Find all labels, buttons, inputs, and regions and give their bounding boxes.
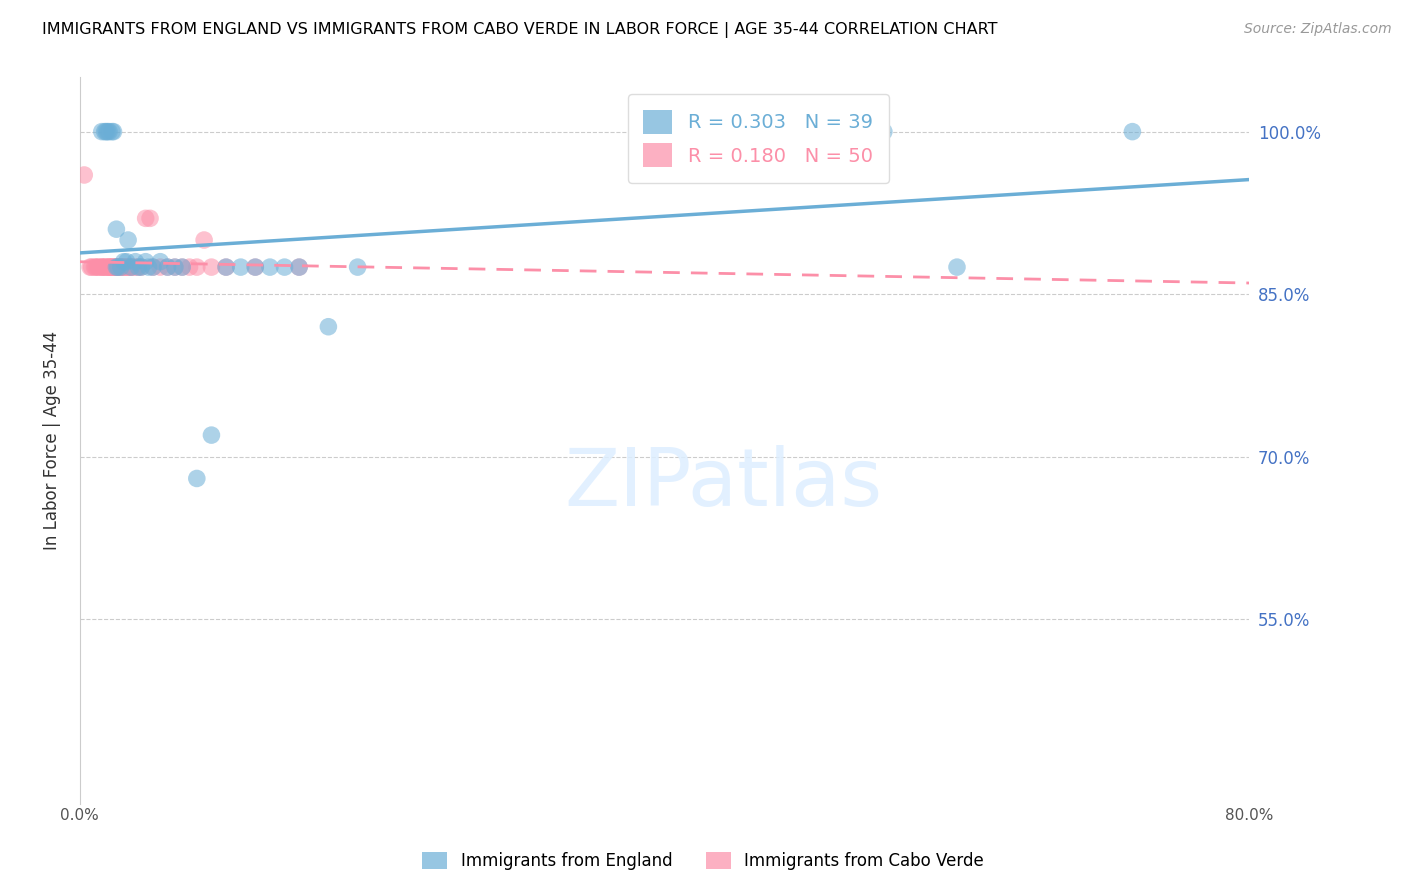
- Point: [101, 125, 124, 139]
- Point: [90, 125, 112, 139]
- Point: [946, 260, 969, 274]
- Point: [1121, 125, 1143, 139]
- Point: [200, 428, 222, 442]
- Point: [121, 260, 143, 274]
- Point: [93, 260, 115, 274]
- Point: [96, 125, 118, 139]
- Point: [120, 260, 142, 274]
- Point: [318, 319, 340, 334]
- Point: [104, 260, 127, 274]
- Point: [163, 260, 186, 274]
- Point: [98, 260, 121, 274]
- Point: [87, 260, 110, 274]
- Point: [215, 260, 238, 274]
- Point: [127, 260, 149, 274]
- Point: [117, 260, 139, 274]
- Point: [120, 260, 142, 274]
- Point: [90, 260, 112, 274]
- Point: [288, 260, 311, 274]
- Point: [138, 260, 160, 274]
- Point: [107, 260, 129, 274]
- Y-axis label: In Labor Force | Age 35-44: In Labor Force | Age 35-44: [44, 331, 60, 550]
- Point: [112, 260, 135, 274]
- Legend: Immigrants from England, Immigrants from Cabo Verde: Immigrants from England, Immigrants from…: [416, 845, 990, 877]
- Point: [186, 471, 208, 485]
- Point: [118, 260, 141, 274]
- Point: [115, 254, 138, 268]
- Point: [98, 125, 121, 139]
- Point: [73, 168, 96, 182]
- Point: [84, 260, 107, 274]
- Point: [873, 125, 896, 139]
- Point: [110, 260, 132, 274]
- Point: [200, 260, 222, 274]
- Text: IMMIGRANTS FROM ENGLAND VS IMMIGRANTS FROM CABO VERDE IN LABOR FORCE | AGE 35-44: IMMIGRANTS FROM ENGLAND VS IMMIGRANTS FR…: [42, 22, 998, 38]
- Point: [105, 260, 128, 274]
- Point: [115, 260, 138, 274]
- Point: [186, 260, 208, 274]
- Point: [346, 260, 368, 274]
- Point: [127, 260, 149, 274]
- Point: [111, 260, 134, 274]
- Point: [79, 260, 101, 274]
- Text: Source: ZipAtlas.com: Source: ZipAtlas.com: [1244, 22, 1392, 37]
- Point: [245, 260, 267, 274]
- Point: [97, 260, 120, 274]
- Point: [139, 211, 162, 226]
- Point: [110, 260, 132, 274]
- Point: [149, 260, 172, 274]
- Point: [229, 260, 252, 274]
- Text: ZIPatlas: ZIPatlas: [564, 445, 882, 523]
- Point: [135, 254, 157, 268]
- Point: [105, 260, 128, 274]
- Point: [193, 233, 215, 247]
- Point: [91, 260, 114, 274]
- Point: [103, 125, 125, 139]
- Point: [124, 260, 146, 274]
- Point: [90, 260, 112, 274]
- Point: [149, 254, 172, 268]
- Point: [172, 260, 194, 274]
- Point: [105, 222, 128, 236]
- Point: [135, 211, 157, 226]
- Point: [97, 125, 120, 139]
- Point: [179, 260, 201, 274]
- Point: [83, 260, 105, 274]
- Point: [108, 260, 131, 274]
- Point: [117, 233, 139, 247]
- Point: [105, 260, 128, 274]
- Point: [156, 260, 179, 274]
- Point: [245, 260, 267, 274]
- Point: [93, 125, 115, 139]
- Point: [172, 260, 194, 274]
- Point: [259, 260, 281, 274]
- Point: [112, 254, 135, 268]
- Point: [103, 260, 125, 274]
- Point: [98, 260, 121, 274]
- Point: [129, 260, 152, 274]
- Point: [80, 260, 103, 274]
- Point: [288, 260, 311, 274]
- Point: [114, 260, 136, 274]
- Point: [142, 260, 165, 274]
- Legend: R = 0.303   N = 39, R = 0.180   N = 50: R = 0.303 N = 39, R = 0.180 N = 50: [627, 95, 889, 183]
- Point: [101, 260, 124, 274]
- Point: [163, 260, 186, 274]
- Point: [156, 260, 179, 274]
- Point: [124, 254, 146, 268]
- Point: [86, 260, 108, 274]
- Point: [129, 260, 152, 274]
- Point: [101, 260, 124, 274]
- Point: [96, 260, 118, 274]
- Point: [273, 260, 295, 274]
- Point: [142, 260, 165, 274]
- Point: [100, 260, 122, 274]
- Point: [215, 260, 238, 274]
- Point: [107, 260, 129, 274]
